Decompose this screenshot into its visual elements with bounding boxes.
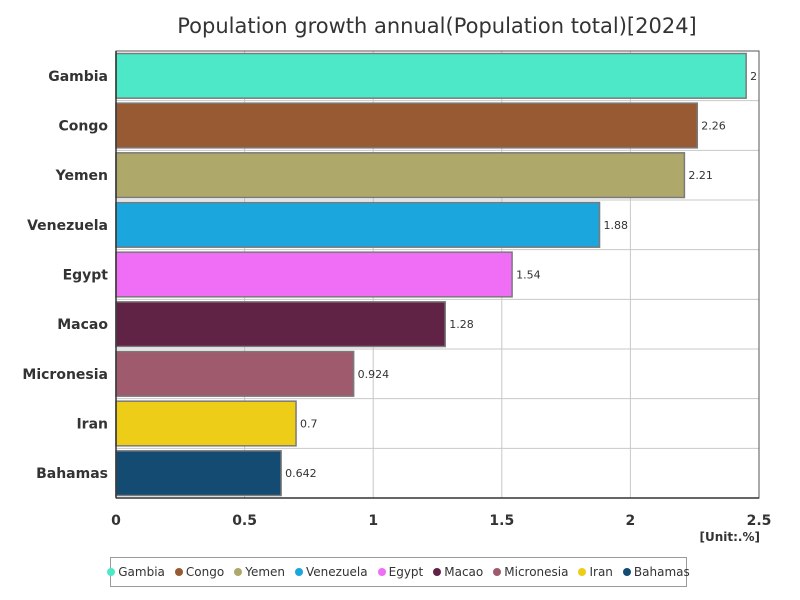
value-label-congo: 2.26 <box>701 120 726 133</box>
value-label-bahamas: 0.642 <box>285 467 317 480</box>
legend-label: Macao <box>444 565 484 579</box>
bars <box>115 52 747 497</box>
legend-item-gambia: Gambia <box>107 565 165 579</box>
legend-label: Congo <box>185 565 225 579</box>
value-labels: 2 2.26 2.21 1.88 1.54 1.28 0.924 0.7 0.642 <box>285 70 757 480</box>
bar-iran <box>115 400 297 447</box>
bar-venezuela <box>115 201 601 248</box>
value-label-venezuela: 1.88 <box>604 219 629 232</box>
bar-congo <box>115 102 699 149</box>
legend-label: Venezuela <box>306 565 368 579</box>
x-tick-label: 2 <box>626 513 636 529</box>
legend-label: Bahamas <box>633 565 690 579</box>
bar-micronesia <box>115 350 355 397</box>
legend-swatch <box>107 568 116 576</box>
value-label-gambia: 2 <box>750 70 757 83</box>
unit-label: [Unit:.%] <box>699 530 761 544</box>
bar-macao <box>115 301 446 348</box>
legend-swatch <box>622 568 631 576</box>
legend-item-yemen: Yemen <box>234 565 285 579</box>
category-label-iran: Iran <box>76 417 108 433</box>
value-label-yemen: 2.21 <box>688 169 713 182</box>
plot-frame <box>115 50 760 499</box>
legend-label: Gambia <box>118 565 165 579</box>
bar-yemen <box>115 152 686 199</box>
category-label-bahamas: Bahamas <box>36 466 108 482</box>
legend-label: Egypt <box>388 565 424 579</box>
bar-bahamas <box>115 450 282 497</box>
value-label-egypt: 1.54 <box>516 269 541 282</box>
category-label-egypt: Egypt <box>63 268 109 284</box>
bar-gambia <box>115 52 747 99</box>
x-tick-label: 0 <box>111 513 121 529</box>
value-label-iran: 0.7 <box>300 418 318 431</box>
legend-item-egypt: Egypt <box>377 565 424 579</box>
legend-item-venezuela: Venezuela <box>295 565 368 579</box>
legend-swatch <box>377 568 386 576</box>
legend: Gambia Congo Yemen Venezuela Egypt Macao Micro… <box>107 557 690 587</box>
x-tick-labels: 0 0.5 1 1.5 2 2.5 <box>111 513 771 529</box>
legend-item-macao: Macao <box>433 565 483 579</box>
legend-item-micronesia: Micronesia <box>493 565 568 579</box>
legend-swatch <box>493 568 502 576</box>
category-label-macao: Macao <box>57 317 108 333</box>
legend-swatch <box>234 568 243 576</box>
chart-title: Population growth annual(Population tota… <box>177 14 697 38</box>
x-tick-label: 1.5 <box>489 513 514 529</box>
legend-label: Micronesia <box>504 565 569 579</box>
legend-swatch <box>174 568 183 576</box>
value-label-micronesia: 0.924 <box>358 368 390 381</box>
legend-item-iran: Iran <box>578 565 613 579</box>
legend-item-congo: Congo <box>174 565 225 579</box>
bar-egypt <box>115 251 513 298</box>
category-label-yemen: Yemen <box>55 168 108 184</box>
legend-swatch <box>433 568 442 576</box>
category-label-gambia: Gambia <box>48 69 108 85</box>
value-label-macao: 1.28 <box>449 318 474 331</box>
category-label-congo: Congo <box>59 119 109 135</box>
category-label-micronesia: Micronesia <box>22 367 108 383</box>
x-tick-label: 2.5 <box>747 513 772 529</box>
legend-swatch <box>295 568 303 576</box>
legend-label: Yemen <box>245 565 285 579</box>
x-tick-label: 0.5 <box>232 513 257 529</box>
legend-swatch <box>578 568 587 576</box>
category-labels: Gambia Congo Yemen Venezuela Egypt Macao Micro… <box>22 69 108 482</box>
legend-item-bahamas: Bahamas <box>622 565 690 579</box>
category-label-venezuela: Venezuela <box>27 218 108 234</box>
x-tick-label: 1 <box>368 513 378 529</box>
legend-label: Iran <box>589 565 613 579</box>
